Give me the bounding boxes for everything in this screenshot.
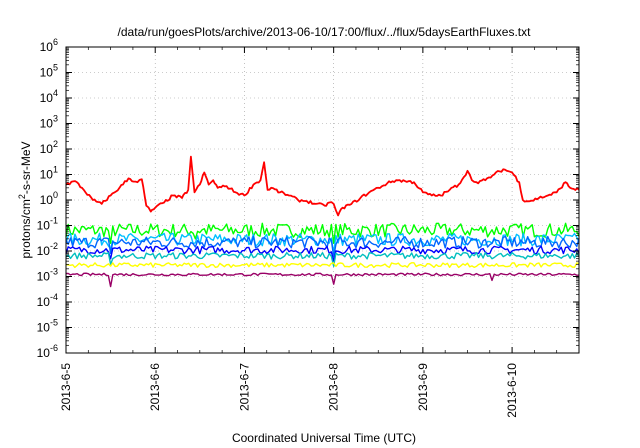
y-tick-label: 102: [40, 139, 58, 156]
y-tick-label: 10-5: [37, 318, 58, 335]
y-tick-label: 105: [40, 63, 58, 80]
x-tick-label: 2013-6-7: [237, 363, 251, 411]
y-tick-label: 103: [40, 114, 58, 131]
series-line-7: [65, 155, 580, 217]
series-line-3: [65, 245, 580, 262]
series-line-4: [65, 251, 580, 268]
x-tick-label: 2013-6-8: [327, 363, 341, 411]
x-axis-label: Coordinated Universal Time (UTC): [232, 431, 416, 445]
series-layer: [65, 155, 580, 288]
x-tick-label: 2013-6-5: [59, 363, 73, 411]
y-tick-label: 106: [40, 37, 58, 54]
y-tick-label: 100: [40, 190, 58, 207]
y-axis-label-prefix: protons/cm: [19, 199, 33, 258]
series-line-0: [65, 222, 580, 244]
series-line-6: [65, 272, 580, 288]
grid-lines: [65, 46, 579, 354]
series-line-2: [65, 235, 580, 258]
y-tick-label: 10-6: [37, 343, 58, 360]
y-tick-label: 10-2: [37, 241, 58, 258]
y-tick-label: 10-1: [37, 216, 58, 233]
x-tick-label: 2013-6-6: [148, 363, 162, 411]
x-axis-ticks: 2013-6-5 2013-6-6 2013-6-7 2013-6-8 2013-6-9…: [59, 47, 580, 418]
y-axis-label-suffix: -s-sr-MeV: [19, 141, 33, 194]
y-tick-label: 104: [40, 88, 58, 105]
series-line-5: [65, 262, 580, 269]
chart-title: /data/run/goesPlots/archive/2013-06-10/1…: [118, 25, 532, 39]
y-axis-label: protons/cm2-s-sr-MeV: [17, 141, 33, 258]
y-axis-ticks: 10-6 10-5 10-4 10-3 10-2 10-1 100 101 102 103 104 1…: [37, 37, 579, 360]
y-tick-label: 101: [40, 165, 58, 182]
x-tick-label: 2013-6-10: [505, 363, 519, 418]
y-tick-label: 10-3: [37, 267, 58, 284]
y-tick-label: 10-4: [37, 292, 58, 309]
x-tick-label: 2013-6-9: [416, 363, 430, 411]
y-axis-label-sup: 2: [17, 194, 27, 199]
